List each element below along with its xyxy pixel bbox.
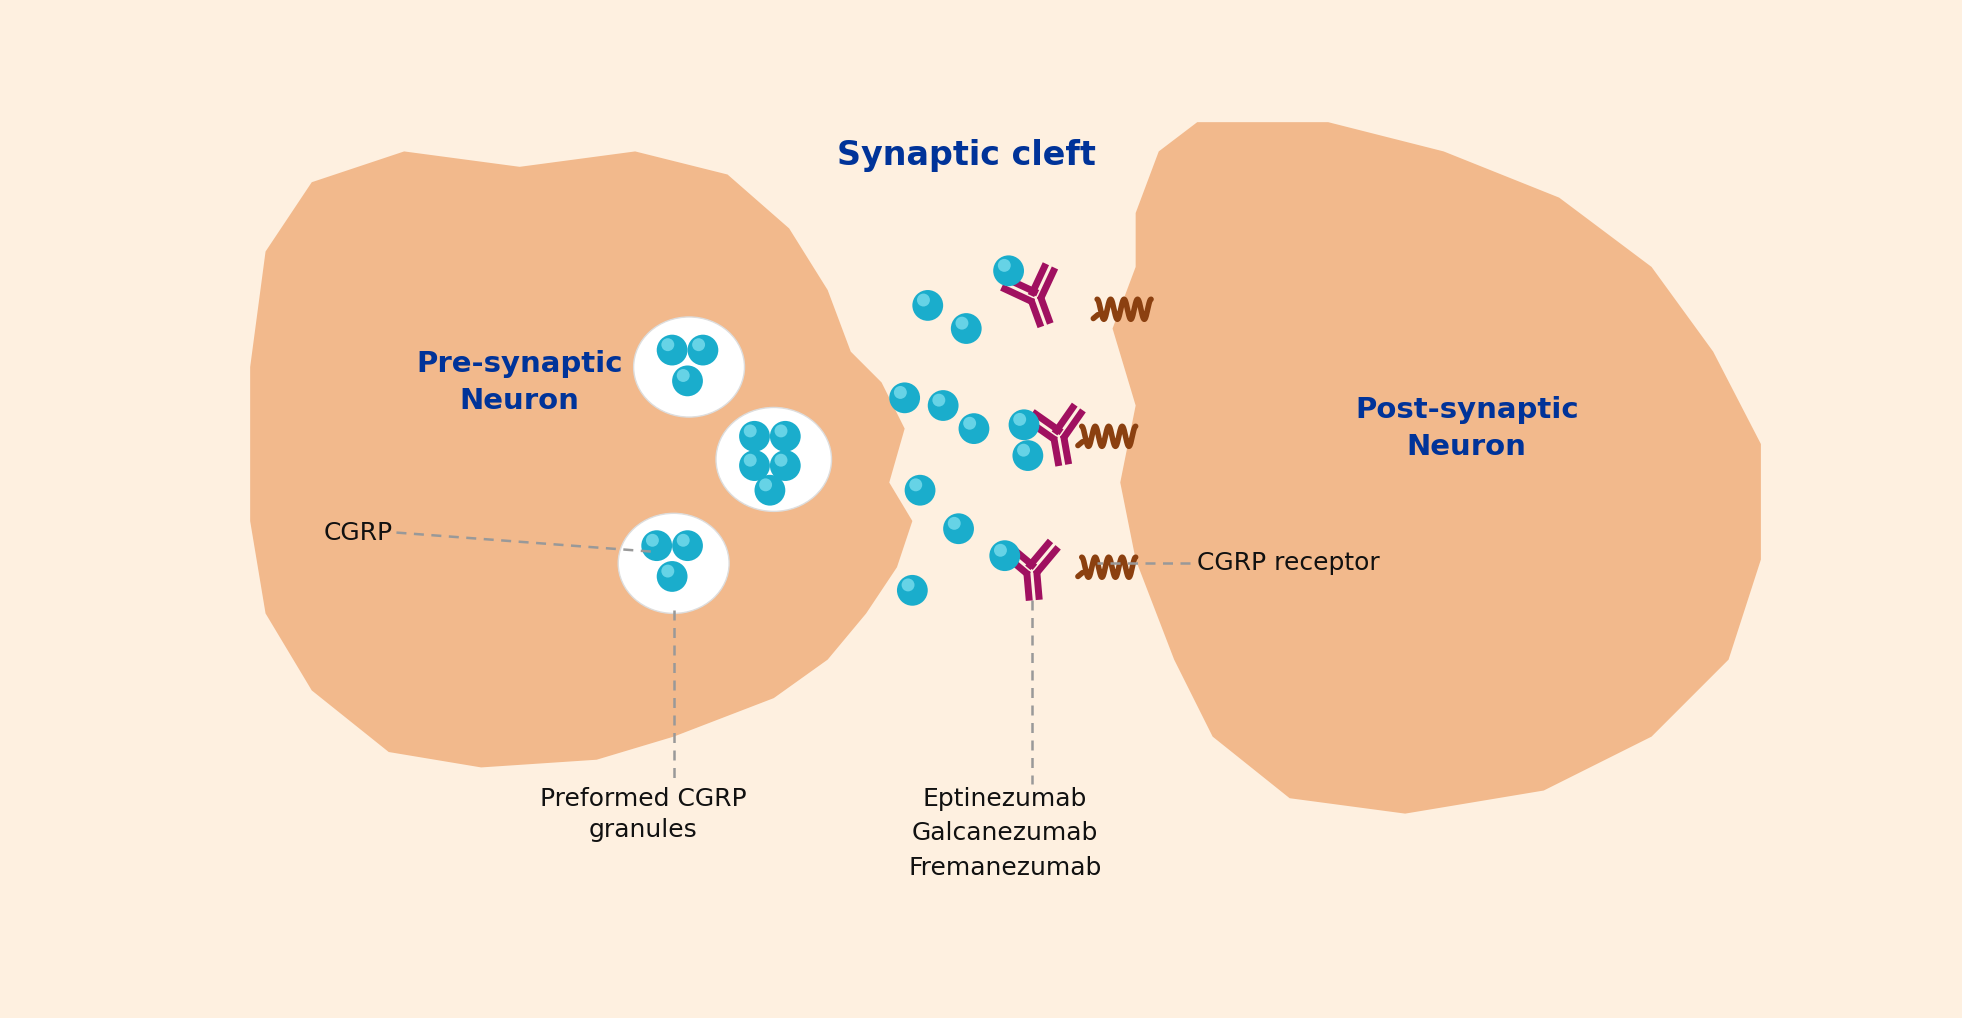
Circle shape	[944, 513, 973, 544]
Circle shape	[993, 256, 1024, 286]
Circle shape	[687, 335, 718, 365]
Circle shape	[1012, 413, 1026, 426]
Circle shape	[645, 533, 659, 547]
Circle shape	[657, 335, 687, 365]
Circle shape	[908, 478, 922, 492]
Circle shape	[959, 413, 989, 444]
Text: CGRP: CGRP	[324, 520, 392, 545]
Circle shape	[1012, 440, 1044, 471]
Circle shape	[759, 478, 773, 492]
Circle shape	[952, 314, 981, 344]
Circle shape	[989, 541, 1020, 571]
Circle shape	[740, 450, 769, 480]
Circle shape	[1016, 444, 1030, 457]
Circle shape	[744, 454, 757, 466]
Circle shape	[932, 394, 946, 406]
Circle shape	[895, 386, 906, 399]
Text: Synaptic cleft: Synaptic cleft	[838, 138, 1095, 172]
Text: Pre-synaptic
Neuron: Pre-synaptic Neuron	[416, 350, 622, 414]
Circle shape	[657, 561, 687, 591]
Circle shape	[661, 338, 675, 351]
Circle shape	[769, 450, 800, 480]
Polygon shape	[1112, 122, 1762, 813]
Polygon shape	[249, 152, 912, 768]
Circle shape	[677, 533, 691, 547]
Ellipse shape	[716, 407, 832, 511]
Text: Preformed CGRP
granules: Preformed CGRP granules	[540, 787, 746, 842]
Circle shape	[903, 578, 914, 591]
Circle shape	[775, 454, 787, 466]
Text: Post-synaptic
Neuron: Post-synaptic Neuron	[1356, 396, 1579, 461]
Ellipse shape	[618, 513, 730, 614]
Circle shape	[642, 530, 673, 561]
Text: CGRP receptor: CGRP receptor	[1197, 552, 1379, 575]
Text: Eptinezumab
Galcanezumab
Fremanezumab: Eptinezumab Galcanezumab Fremanezumab	[908, 787, 1101, 880]
Circle shape	[904, 474, 936, 506]
Circle shape	[769, 420, 800, 452]
Circle shape	[661, 565, 675, 577]
Circle shape	[673, 365, 702, 396]
Circle shape	[889, 383, 920, 413]
Circle shape	[948, 517, 961, 529]
Circle shape	[775, 425, 787, 438]
Circle shape	[755, 474, 785, 506]
Circle shape	[693, 338, 704, 351]
Circle shape	[955, 317, 969, 330]
Circle shape	[1008, 409, 1040, 440]
Circle shape	[912, 290, 944, 321]
Ellipse shape	[634, 317, 744, 417]
Circle shape	[995, 544, 1007, 557]
Circle shape	[916, 293, 930, 306]
Circle shape	[928, 390, 959, 420]
Circle shape	[673, 530, 702, 561]
Circle shape	[963, 416, 977, 430]
Circle shape	[897, 575, 928, 606]
Circle shape	[744, 425, 757, 438]
Circle shape	[677, 369, 691, 382]
Circle shape	[740, 420, 769, 452]
Circle shape	[999, 259, 1010, 272]
